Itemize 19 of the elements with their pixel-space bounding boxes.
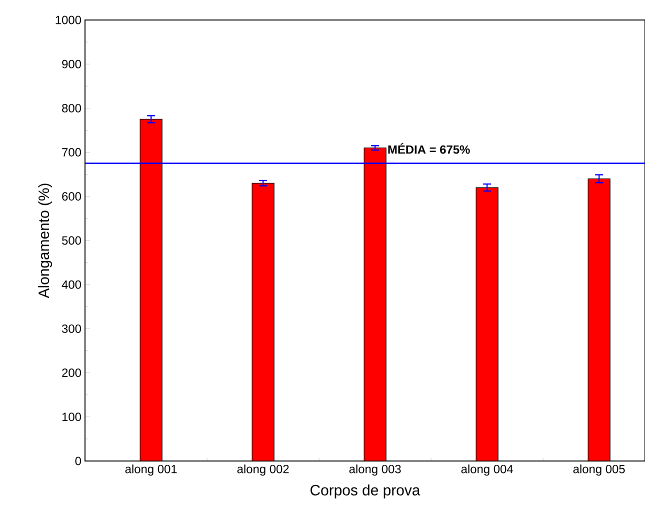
ref-line-label: MÉDIA = 675%	[388, 143, 470, 154]
y-tick-label: 500	[62, 236, 82, 245]
x-axis-title: Corpos de prova	[310, 484, 420, 498]
x-tick-label: along 002	[237, 464, 289, 476]
y-tick-label: 300	[62, 324, 82, 333]
y-tick-label: 1000	[56, 16, 82, 24]
x-tick-label: along 003	[349, 464, 401, 476]
y-tick-label: 0	[75, 456, 82, 466]
y-axis-title: Alongamento (%)	[38, 184, 52, 298]
y-tick-label: 900	[62, 60, 82, 68]
x-tick-label: along 005	[573, 464, 625, 476]
y-tick-label: 700	[62, 148, 82, 157]
x-tick-label: along 001	[125, 464, 177, 476]
y-tick-label: 400	[62, 280, 82, 289]
y-tick-label: 800	[62, 104, 82, 112]
y-tick-label: 100	[62, 412, 82, 422]
y-tick-label: 200	[62, 368, 82, 378]
y-tick-label: 600	[62, 192, 82, 201]
x-tick-label: along 004	[461, 464, 513, 476]
